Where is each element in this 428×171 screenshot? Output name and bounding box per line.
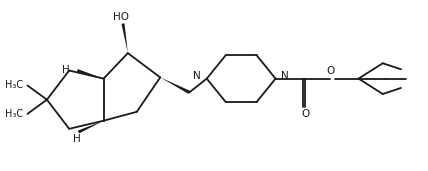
Polygon shape (77, 69, 104, 79)
Text: HO: HO (113, 12, 129, 22)
Text: O: O (301, 109, 309, 119)
Polygon shape (160, 77, 190, 94)
Text: N: N (281, 71, 289, 81)
Text: N: N (193, 71, 201, 81)
Text: H: H (73, 134, 80, 143)
Polygon shape (122, 23, 128, 53)
Text: H₃C: H₃C (5, 109, 24, 119)
Text: H₃C: H₃C (5, 80, 24, 90)
Text: H: H (62, 65, 70, 75)
Polygon shape (78, 121, 104, 133)
Text: O: O (326, 66, 334, 76)
